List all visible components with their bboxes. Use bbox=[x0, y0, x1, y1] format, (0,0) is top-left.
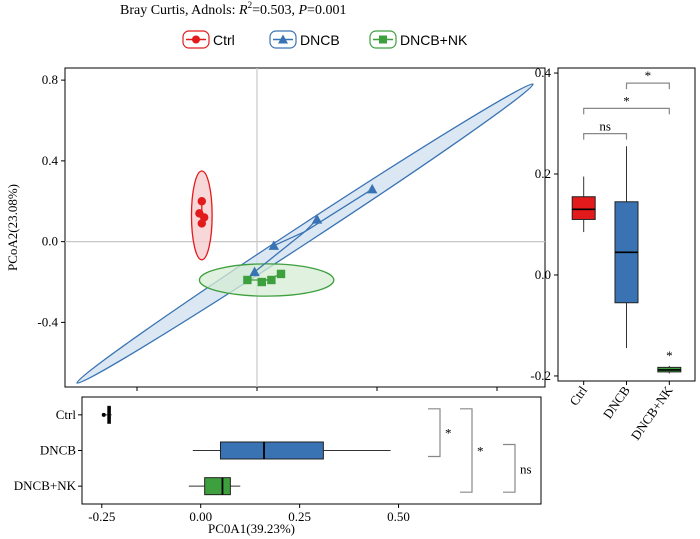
pc1-xtick-label-0: -0.25 bbox=[88, 509, 115, 524]
pc2-ytick-label-2: 0.2 bbox=[535, 166, 551, 181]
pc2-ytick-label-0: -0.2 bbox=[530, 368, 551, 383]
point-ctrl-0 bbox=[197, 197, 206, 206]
header-r: R bbox=[238, 3, 248, 18]
pc1-boxplot-panel: * * ns Ctrl DNCB DNCB+NK -0.25 0.00 0.25 0.50 PC0A… bbox=[14, 396, 542, 536]
point-ctrl-3 bbox=[197, 219, 206, 228]
pc1-outlier-ctrl-0 bbox=[101, 412, 106, 417]
spider-line-dncb-3 bbox=[304, 188, 373, 233]
pc2-ytick-label-3: 0.4 bbox=[535, 65, 552, 80]
ellipse-dncb bbox=[76, 83, 534, 384]
pc2-sig-bracket-0 bbox=[583, 133, 628, 140]
pc1-sig-label-2: ns bbox=[520, 461, 532, 476]
pc2-sig-bracket-2 bbox=[625, 82, 670, 90]
pcoa-ytick-label-0: -0.4 bbox=[37, 314, 58, 329]
point-dncb-1 bbox=[268, 240, 280, 250]
pc2-sig-label-0: ns bbox=[599, 119, 611, 134]
legend-label-ctrl: Ctrl bbox=[213, 32, 235, 48]
pcoa-ytick-label-2: 0.4 bbox=[42, 153, 59, 168]
pcoa-ylabel: PCoA2(23.08%) bbox=[5, 184, 20, 271]
pc2-ytick-label-1: 0.0 bbox=[535, 267, 551, 282]
legend-label-dncb: DNCB bbox=[300, 32, 340, 48]
pc1-xlabel: PC0A1(39.23%) bbox=[208, 521, 295, 536]
pc1-sig-bracket-0 bbox=[428, 408, 441, 458]
pc1-xtick-label-2: 0.25 bbox=[288, 509, 311, 524]
header-r-sup: 2 bbox=[248, 0, 253, 10]
legend-marker-dncb-nk bbox=[379, 35, 387, 44]
pc1-xtick-label-1: 0.00 bbox=[189, 509, 212, 524]
pcoa-ytick-label-1: 0.0 bbox=[42, 234, 58, 249]
stats-header: Bray Curtis, Adnols: R2=0.503, P=0.001 bbox=[120, 0, 346, 18]
pcoa-ytick-label-3: 0.8 bbox=[42, 72, 58, 87]
point-dncb-nk-2 bbox=[267, 275, 276, 285]
spider-line-dncb-0 bbox=[254, 231, 306, 273]
pc1-ytick-label-dncb: DNCB bbox=[40, 443, 76, 458]
pc2-sig-label-3: * bbox=[666, 348, 673, 363]
point-dncb-nk-0 bbox=[243, 275, 252, 285]
pc1-ytick-label-dncb-nk: DNCB+NK bbox=[14, 478, 77, 493]
pc2-xtick-label-ctrl: Ctrl bbox=[566, 383, 590, 408]
pc2-sig-label-1: * bbox=[623, 93, 630, 108]
pc2-sig-label-2: * bbox=[645, 68, 652, 83]
point-dncb-3 bbox=[366, 183, 378, 194]
point-dncb-0 bbox=[249, 266, 260, 277]
legend-label-dncb-nk: DNCB+NK bbox=[400, 32, 468, 48]
point-dncb-nk-1 bbox=[257, 277, 266, 287]
spider-line-dncb-1 bbox=[273, 230, 306, 247]
pc2-xtick-label-dncb-nk: DNCB+NK bbox=[628, 383, 676, 443]
point-dncb-nk-3 bbox=[276, 269, 286, 279]
pc2-box-ctrl bbox=[571, 196, 596, 220]
legend: Ctrl DNCB DNCB+NK bbox=[182, 30, 468, 49]
pc2-xtick-label-dncb: DNCB bbox=[600, 383, 633, 421]
header-prefix: Bray Curtis, Adnols: bbox=[120, 3, 239, 18]
pc2-sig-bracket-1 bbox=[583, 107, 670, 115]
point-dncb-2 bbox=[311, 214, 323, 224]
header-p: P bbox=[297, 3, 307, 18]
pc1-sig-label-0: * bbox=[445, 426, 452, 441]
pc1-box-dncb-nk bbox=[204, 477, 231, 496]
legend-marker-ctrl bbox=[192, 35, 200, 44]
legend-marker-dncb bbox=[278, 34, 288, 44]
pc1-box-dncb bbox=[219, 441, 324, 460]
pc1-xtick-label-3: 0.50 bbox=[387, 509, 410, 524]
pc1-sig-bracket-1 bbox=[460, 408, 473, 493]
pc1-sig-label-1: * bbox=[477, 444, 484, 459]
pc1-ytick-label-ctrl: Ctrl bbox=[56, 407, 77, 422]
pc1-sig-bracket-2 bbox=[503, 443, 516, 493]
header-r-value: =0.503, bbox=[252, 3, 298, 18]
header-p-value: =0.001 bbox=[307, 3, 346, 18]
